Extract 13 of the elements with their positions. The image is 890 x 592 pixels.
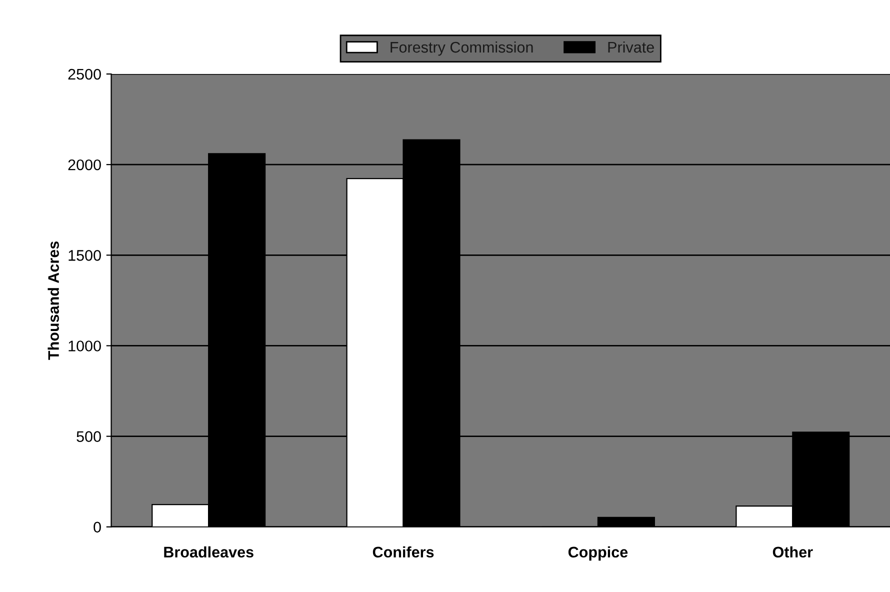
x-tick-label: Conifers [372, 546, 434, 558]
x-tick-label: Broadleaves [164, 546, 254, 558]
y-tick-label: 2000 [68, 159, 101, 170]
y-tick-label: 2500 [68, 68, 101, 80]
y-tick-label: 1500 [68, 250, 101, 261]
legend-label: Private [608, 41, 654, 53]
y-tick-label: 0 [94, 522, 101, 533]
y-tick-label: 1000 [68, 340, 101, 352]
y-axis-title: Thousand Acres [48, 242, 59, 360]
x-tick-label: Coppice [568, 546, 628, 561]
y-tick-label: 500 [76, 431, 101, 442]
x-tick-label: Other [772, 546, 813, 558]
legend-label: Forestry Commission [390, 41, 533, 56]
